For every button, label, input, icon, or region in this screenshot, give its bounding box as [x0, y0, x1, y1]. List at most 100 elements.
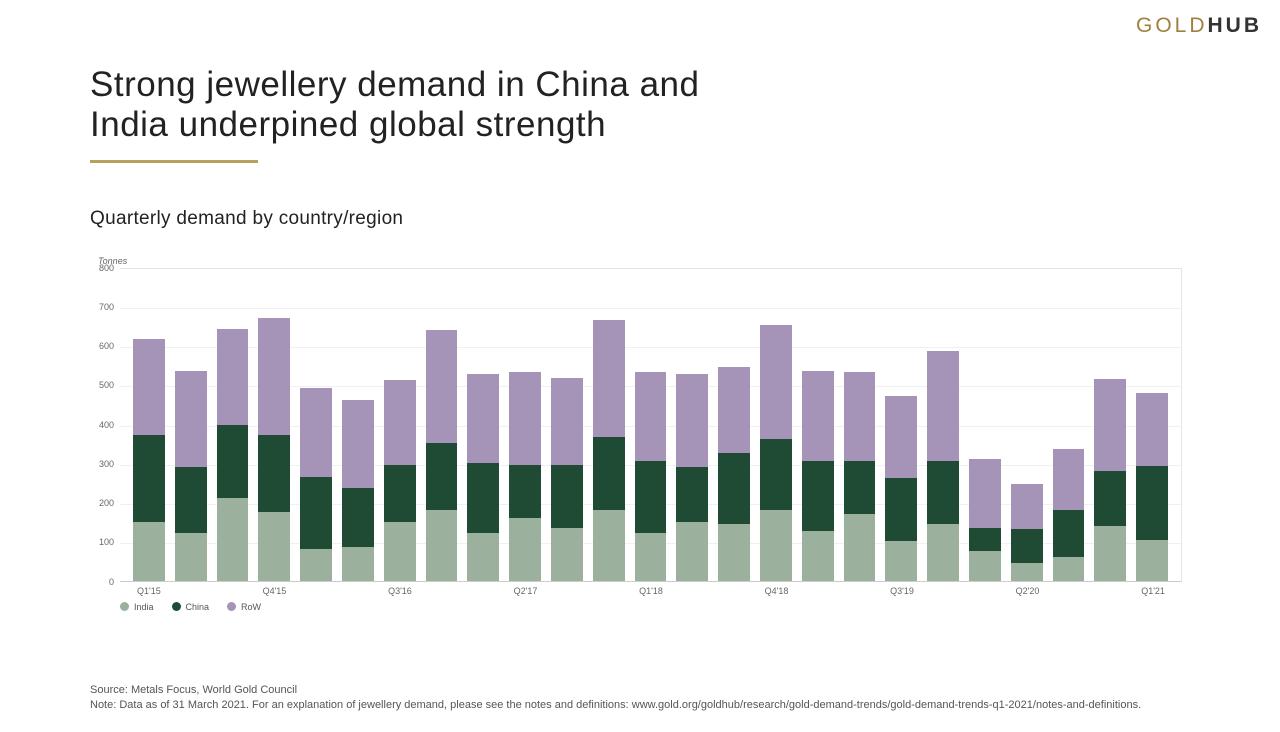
bar-segment-india	[217, 498, 249, 580]
legend-item-row: RoW	[227, 602, 261, 612]
bar-segment-india	[718, 524, 750, 581]
x-axis-ticks: Q1'15Q4'15Q3'16Q2'17Q1'18Q4'18Q3'19Q2'20…	[120, 586, 1182, 600]
bar	[802, 371, 834, 581]
bar-segment-row	[467, 374, 499, 462]
legend-swatch-india	[120, 602, 129, 611]
bar	[1094, 379, 1126, 580]
main-container: Strong jewellery demand in China and Ind…	[90, 65, 1190, 713]
bar-segment-row	[1094, 379, 1126, 471]
bar-segment-row	[1136, 393, 1168, 466]
plot-area	[120, 268, 1182, 582]
logo-part1: GOLD	[1136, 14, 1208, 37]
x-tick-label: Q4'15	[263, 586, 287, 596]
bar-segment-china	[467, 463, 499, 534]
x-tick-label: Q3'16	[388, 586, 412, 596]
bar	[635, 372, 667, 580]
bar-segment-row	[676, 374, 708, 466]
bar	[258, 318, 290, 581]
goldhub-logo: GOLDHUB	[1136, 14, 1262, 38]
x-tick-label: Q1'21	[1141, 586, 1165, 596]
bar-segment-india	[426, 510, 458, 581]
bar-segment-india	[593, 510, 625, 581]
bar-segment-row	[133, 339, 165, 435]
bar	[133, 339, 165, 580]
bar-segment-china	[635, 461, 667, 534]
page-title: Strong jewellery demand in China and Ind…	[90, 65, 740, 146]
bar-segment-row	[384, 380, 416, 464]
y-tick-label: 500	[99, 380, 114, 390]
bar-segment-china	[1011, 529, 1043, 563]
chart-subtitle: Quarterly demand by country/region	[90, 208, 1190, 230]
y-axis-ticks: 0100200300400500600700800	[90, 268, 118, 582]
footnote: Source: Metals Focus, World Gold Council…	[90, 683, 1190, 714]
bar-segment-india	[467, 533, 499, 580]
y-tick-label: 600	[99, 341, 114, 351]
x-tick-label: Q3'19	[890, 586, 914, 596]
bar-segment-india	[1053, 557, 1085, 581]
bar-segment-india	[342, 547, 374, 580]
bar	[1136, 393, 1168, 580]
bar-segment-china	[342, 488, 374, 547]
bar-segment-row	[718, 367, 750, 453]
bar-segment-row	[342, 400, 374, 488]
bar-segment-china	[551, 465, 583, 528]
bar	[342, 400, 374, 581]
chart-area: Tonnes 0100200300400500600700800 Q1'15Q4…	[90, 260, 1182, 605]
y-tick-label: 400	[99, 420, 114, 430]
bar-segment-india	[1136, 540, 1168, 580]
y-tick-label: 200	[99, 498, 114, 508]
bar-segment-india	[760, 510, 792, 581]
bars-container	[120, 269, 1181, 581]
bar-segment-china	[969, 528, 1001, 552]
bar-segment-china	[1053, 510, 1085, 557]
bar-segment-india	[1094, 526, 1126, 580]
bar-segment-india	[300, 549, 332, 580]
note-line: Note: Data as of 31 March 2021. For an e…	[90, 698, 1190, 713]
bar	[718, 367, 750, 581]
bar-segment-china	[927, 461, 959, 524]
bar	[175, 371, 207, 581]
bar-segment-row	[426, 330, 458, 443]
legend-label-row: RoW	[241, 602, 261, 612]
bar	[885, 396, 917, 580]
bar-segment-row	[1053, 449, 1085, 510]
bar-segment-india	[885, 541, 917, 580]
bar	[844, 372, 876, 580]
y-tick-label: 300	[99, 459, 114, 469]
bar-segment-china	[885, 478, 917, 541]
legend-label-china: China	[186, 602, 210, 612]
bar	[1011, 484, 1043, 580]
y-tick-label: 800	[99, 263, 114, 273]
bar-segment-row	[927, 351, 959, 461]
bar	[1053, 449, 1085, 580]
bar-segment-china	[300, 477, 332, 550]
bar	[927, 351, 959, 581]
bar-segment-china	[593, 437, 625, 510]
bar-segment-india	[384, 522, 416, 581]
bar-segment-china	[844, 461, 876, 514]
bar-segment-china	[509, 465, 541, 518]
bar	[384, 380, 416, 580]
bar	[676, 374, 708, 580]
logo-part2: HUB	[1208, 14, 1263, 37]
x-tick-label: Q2'17	[514, 586, 538, 596]
bar-segment-india	[676, 522, 708, 581]
bar-segment-india	[133, 522, 165, 581]
source-line: Source: Metals Focus, World Gold Council	[90, 683, 1190, 698]
bar-segment-row	[217, 329, 249, 425]
bar-segment-row	[300, 388, 332, 476]
bar-segment-row	[509, 372, 541, 464]
bar-segment-china	[217, 425, 249, 498]
bar	[509, 372, 541, 580]
bar-segment-india	[635, 533, 667, 580]
x-tick-label: Q1'18	[639, 586, 663, 596]
legend-swatch-china	[172, 602, 181, 611]
bar-segment-row	[802, 371, 834, 461]
bar-segment-china	[1094, 471, 1126, 526]
bar-segment-row	[635, 372, 667, 460]
bar-segment-row	[593, 320, 625, 438]
y-tick-label: 0	[109, 577, 114, 587]
bar-segment-india	[509, 518, 541, 581]
x-tick-label: Q2'20	[1016, 586, 1040, 596]
bar-segment-india	[551, 528, 583, 581]
